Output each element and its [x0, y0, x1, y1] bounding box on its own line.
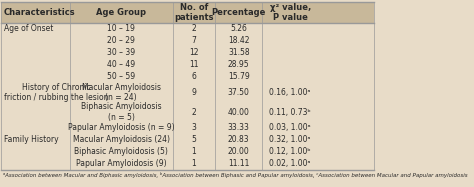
Text: 28.95: 28.95	[228, 60, 250, 69]
Text: 0.32, 1.00ᵃ: 0.32, 1.00ᵃ	[269, 135, 311, 144]
Bar	[0, 158, 374, 170]
Text: 0.03, 1.00ᵃ: 0.03, 1.00ᵃ	[269, 123, 311, 132]
Text: 7: 7	[191, 36, 196, 45]
Text: 2: 2	[191, 108, 196, 117]
Text: 40.00: 40.00	[228, 108, 250, 117]
Text: 20.83: 20.83	[228, 135, 250, 144]
Text: 15.79: 15.79	[228, 72, 250, 81]
Bar	[0, 23, 374, 35]
Text: 40 – 49: 40 – 49	[107, 60, 135, 69]
Text: Age Group: Age Group	[96, 8, 146, 17]
Text: 33.33: 33.33	[228, 123, 250, 132]
Text: 5: 5	[191, 135, 196, 144]
Text: 1: 1	[191, 159, 196, 168]
Text: 11.11: 11.11	[228, 159, 249, 168]
Bar	[0, 122, 374, 134]
Text: Biphasic Amyloidosis (5): Biphasic Amyloidosis (5)	[74, 147, 168, 156]
Text: 2: 2	[191, 24, 196, 33]
Bar	[0, 59, 374, 70]
Text: 12: 12	[189, 48, 199, 57]
Text: Family History: Family History	[4, 135, 58, 144]
Text: No. of
patients: No. of patients	[174, 3, 214, 22]
Text: 3: 3	[191, 123, 196, 132]
Text: 0.16, 1.00ᵃ: 0.16, 1.00ᵃ	[269, 88, 311, 97]
Text: 18.42: 18.42	[228, 36, 249, 45]
Bar	[0, 35, 374, 47]
Text: 0.02, 1.00ᵃ: 0.02, 1.00ᵃ	[269, 159, 311, 168]
Bar	[0, 82, 374, 102]
Bar	[0, 2, 374, 23]
Bar	[0, 47, 374, 59]
Text: 31.58: 31.58	[228, 48, 250, 57]
Text: Papular Amyloidosis (9): Papular Amyloidosis (9)	[76, 159, 166, 168]
Text: Characteristics: Characteristics	[4, 8, 75, 17]
Text: 37.50: 37.50	[228, 88, 250, 97]
Text: Percentage: Percentage	[211, 8, 266, 17]
Text: Papular Amyloidosis (n = 9): Papular Amyloidosis (n = 9)	[68, 123, 174, 132]
Bar	[0, 70, 374, 82]
Text: History of Chronic
friction / rubbing the lesion: History of Chronic friction / rubbing th…	[4, 83, 108, 102]
Text: 10 – 19: 10 – 19	[107, 24, 135, 33]
Text: 30 – 39: 30 – 39	[107, 48, 135, 57]
Text: 0.11, 0.73ᵇ: 0.11, 0.73ᵇ	[269, 108, 311, 117]
Text: 50 – 59: 50 – 59	[107, 72, 135, 81]
Text: 1: 1	[191, 147, 196, 156]
Text: 9: 9	[191, 88, 196, 97]
Text: Biphasic Amyloidosis
(n = 5): Biphasic Amyloidosis (n = 5)	[81, 102, 162, 122]
Text: Macular Amyloidosis
(n = 24): Macular Amyloidosis (n = 24)	[82, 83, 161, 102]
Bar	[0, 134, 374, 146]
Text: 11: 11	[189, 60, 199, 69]
Text: 20 – 29: 20 – 29	[107, 36, 135, 45]
Text: Age of Onset: Age of Onset	[4, 24, 53, 33]
Bar	[0, 102, 374, 122]
Text: 20.00: 20.00	[228, 147, 250, 156]
Text: 6: 6	[191, 72, 196, 81]
Text: 0.12, 1.00ᵇ: 0.12, 1.00ᵇ	[269, 147, 311, 156]
Bar	[0, 146, 374, 158]
Text: χ² value,
P value: χ² value, P value	[270, 3, 311, 22]
Text: ᵃAssociation between Macular and Biphasic amyloidosis, ᵇAssociation between Biph: ᵃAssociation between Macular and Biphasi…	[2, 172, 467, 178]
Text: Macular Amyloidosis (24): Macular Amyloidosis (24)	[73, 135, 170, 144]
Text: 5.26: 5.26	[230, 24, 247, 33]
